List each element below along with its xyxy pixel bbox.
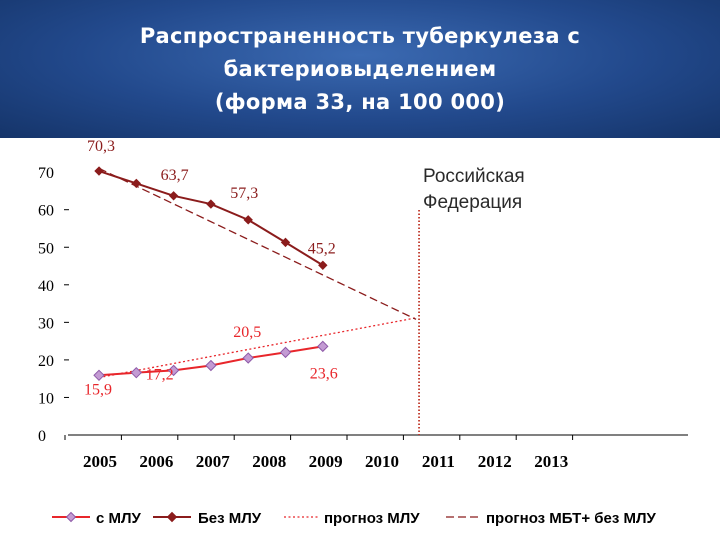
x-tick-label: 2006 (139, 452, 173, 471)
data-point (205, 359, 217, 372)
data-point (93, 369, 105, 382)
x-tick-label: 2007 (196, 452, 231, 471)
x-tick-label: 2005 (83, 452, 117, 471)
data-point (131, 178, 142, 189)
data-point (167, 364, 180, 377)
data-label: 23,6 (310, 365, 338, 382)
y-tick-label: 50 (38, 240, 54, 257)
y-tick-label: 0 (38, 428, 46, 445)
data-point (243, 215, 253, 225)
data-label: 45,2 (308, 240, 336, 257)
title-line-3: (форма 33, на 100 000) (214, 90, 506, 114)
series-line-без-млу (98, 170, 324, 267)
y-tick-label: 10 (38, 390, 54, 407)
annotation-line: Федерация (423, 192, 522, 213)
x-tick-label: 2013 (534, 452, 568, 471)
data-point (318, 260, 328, 270)
data-label: 20,5 (233, 324, 261, 341)
data-label: 17,2 (146, 366, 174, 383)
legend-label: прогноз МБТ+ без МЛУ (486, 510, 657, 527)
data-point (94, 166, 104, 176)
title-line-2: бактериовыделением (223, 57, 497, 81)
legend-label: Без МЛУ (198, 510, 262, 527)
legend-label: прогноз МЛУ (324, 510, 420, 527)
annotation-line: Российская (423, 166, 525, 187)
legend-label: с МЛУ (96, 510, 142, 527)
data-label: 63,7 (161, 167, 189, 184)
data-point (168, 191, 179, 201)
y-tick-label: 70 (38, 165, 54, 182)
data-label: 57,3 (230, 185, 258, 202)
chart-title: Распространенность туберкулеза с бактери… (0, 20, 720, 119)
title-line-1: Распространенность туберкулеза с (139, 24, 581, 48)
data-point (130, 366, 143, 379)
x-tick-label: 2010 (365, 452, 399, 471)
y-tick-label: 60 (38, 203, 54, 220)
legend-marker (65, 511, 77, 523)
y-tick-label: 40 (38, 278, 54, 295)
x-tick-label: 2009 (309, 452, 343, 471)
data-point (206, 199, 216, 209)
data-label: 70,3 (87, 138, 115, 155)
x-tick-label: 2011 (422, 452, 455, 471)
trend-прогноз-мбт-без-млу (98, 167, 417, 320)
data-label: 15,9 (84, 381, 112, 398)
y-tick-label: 20 (38, 353, 54, 370)
data-point (280, 237, 291, 248)
legend-marker (166, 511, 178, 523)
x-tick-label: 2008 (252, 452, 286, 471)
data-point (242, 352, 254, 364)
data-point (317, 340, 329, 353)
y-tick-label: 30 (38, 315, 54, 332)
title-banner: Распространенность туберкулеза с бактери… (0, 0, 720, 138)
data-point (279, 346, 292, 359)
x-tick-label: 2012 (478, 452, 512, 471)
